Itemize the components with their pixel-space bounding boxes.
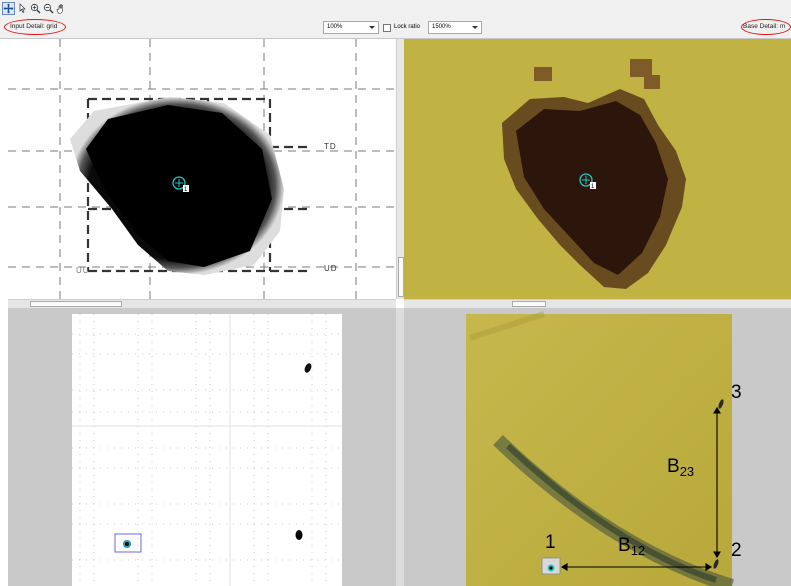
- input-horizontal-scrollbar[interactable]: [8, 299, 396, 308]
- toolbar: [0, 0, 791, 18]
- input-overview-image: [72, 314, 342, 586]
- lock-zoom-value: 1500%: [432, 24, 451, 30]
- input-detail-image: 1: [8, 39, 396, 299]
- annotation-b12: B12: [618, 535, 645, 558]
- tie-point-id-base: 1: [591, 184, 595, 190]
- tie-point-marker-base[interactable]: [579, 173, 596, 189]
- base-horizontal-scroll-thumb[interactable]: [512, 301, 546, 307]
- annotation-b12-letter: B: [618, 535, 631, 556]
- link-box-input[interactable]: [114, 533, 142, 553]
- base-detail-image: 1: [404, 39, 791, 299]
- zoom-in-icon[interactable]: [29, 2, 42, 15]
- base-overview[interactable]: 1 2 3 B12 B23: [404, 308, 791, 586]
- lock-ratio-checkbox[interactable]: [383, 24, 391, 32]
- annotation-point-2: 2: [731, 540, 742, 561]
- annotation-point-3: 3: [731, 382, 742, 403]
- grid-label-ud: UD: [324, 264, 338, 273]
- options-bar: Input Detail: grid 100% Lock ratio 1500%…: [0, 18, 791, 39]
- pointer-tool-icon[interactable]: [16, 2, 29, 15]
- base-detail-highlight-oval: [741, 19, 791, 35]
- input-horizontal-scroll-thumb[interactable]: [30, 301, 122, 307]
- tie-point-id-input: 1: [184, 187, 188, 193]
- zoom-dropdown-value: 100%: [327, 24, 343, 30]
- lock-zoom-dropdown[interactable]: 1500%: [428, 21, 482, 34]
- input-detail-highlight-oval: [4, 19, 66, 35]
- annotation-b23: B23: [667, 456, 694, 479]
- input-overview[interactable]: [8, 308, 396, 586]
- grid-label-uu: UU: [76, 266, 90, 275]
- grid-label-td: TD: [324, 142, 337, 151]
- chevron-down-icon: [472, 26, 478, 29]
- input-vertical-scroll-thumb[interactable]: [398, 257, 404, 297]
- annotation-b23-letter: B: [667, 456, 680, 477]
- hand-tool-icon[interactable]: [55, 2, 68, 15]
- base-detail-view[interactable]: 1: [404, 39, 791, 299]
- tie-point-marker-input[interactable]: [172, 176, 189, 192]
- zoom-dropdown[interactable]: 100%: [323, 21, 379, 34]
- lock-ratio-label: Lock ratio: [394, 24, 421, 30]
- input-vertical-scrollbar[interactable]: [396, 39, 405, 299]
- base-overview-image: [466, 311, 735, 586]
- zoom-out-icon[interactable]: [42, 2, 55, 15]
- base-horizontal-scrollbar[interactable]: [404, 299, 791, 308]
- input-detail-view[interactable]: 1 TD UD UU: [8, 39, 396, 299]
- pane-divider-vertical[interactable]: [396, 308, 404, 586]
- chevron-down-icon: [369, 26, 375, 29]
- annotation-point-1: 1: [545, 532, 556, 553]
- pan-select-tool-icon[interactable]: [2, 2, 15, 15]
- annotation-b23-sub: 23: [679, 464, 695, 479]
- annotation-b12-sub: 12: [630, 543, 646, 558]
